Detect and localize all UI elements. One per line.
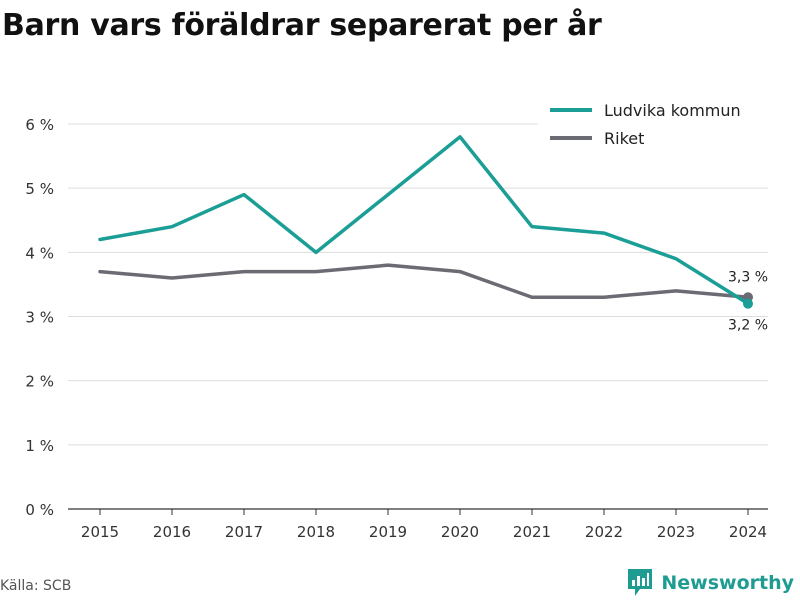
x-tick-label: 2020 (441, 523, 479, 541)
x-tick-label: 2023 (657, 523, 695, 541)
y-axis-ticks: 0 % 1 % 2 % 3 % 4 % 5 % 6 % (25, 116, 54, 519)
x-tick-label: 2015 (81, 523, 119, 541)
end-label-1: 3,3 % (728, 269, 768, 285)
chart-title: Barn vars föräldrar separerat per år (2, 8, 602, 43)
x-tick-label: 2022 (585, 523, 623, 541)
series-lines (98, 135, 753, 309)
y-tick-label: 0 % (25, 501, 54, 519)
x-tick-label: 2019 (369, 523, 407, 541)
x-tick-label: 2021 (513, 523, 551, 541)
legend-label-0: Ludvika kommun (604, 101, 741, 120)
end-label-0: 3,2 % (728, 318, 768, 334)
x-tick-label: 2017 (225, 523, 263, 541)
legend-background (538, 94, 768, 154)
series-line-0 (98, 135, 750, 306)
legend: Ludvika kommun Riket (538, 94, 768, 154)
y-tick-label: 6 % (25, 116, 54, 134)
y-tick-label: 3 % (25, 309, 54, 327)
brand-name: Newsworthy (661, 572, 794, 594)
series-end-point-0 (743, 298, 753, 309)
x-tick-label: 2016 (153, 523, 191, 541)
y-tick-label: 5 % (25, 180, 54, 198)
x-tick-label: 2018 (297, 523, 335, 541)
legend-label-1: Riket (604, 129, 644, 148)
newsworthy-logo-icon (628, 569, 653, 596)
end-labels: 3,2 % 3,3 % (728, 269, 768, 333)
y-tick-label: 2 % (25, 373, 54, 391)
x-tick-label: 2024 (729, 523, 767, 541)
series-line-1 (98, 263, 750, 299)
y-tick-label: 1 % (25, 437, 54, 455)
source-note: Källa: SCB (0, 578, 72, 594)
x-axis: 2015 2016 2017 2018 2019 2020 2021 2022 2023 2024 (68, 508, 768, 541)
y-tick-label: 4 % (25, 244, 54, 262)
brand-logo[interactable]: Newsworthy (627, 568, 794, 598)
